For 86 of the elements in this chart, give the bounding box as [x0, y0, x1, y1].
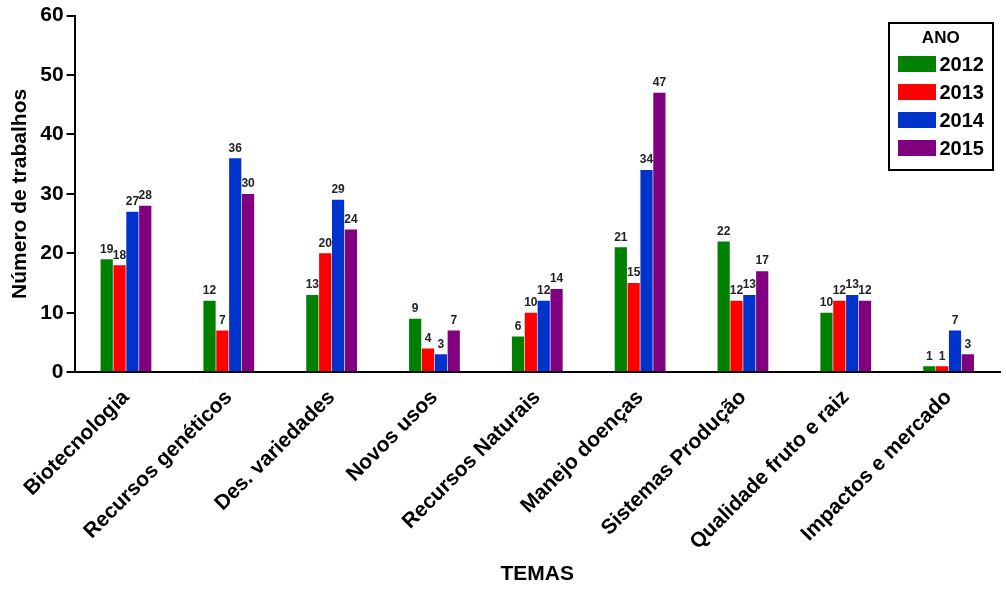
x-axis-title: TEMAS — [500, 561, 575, 585]
bar — [434, 354, 447, 372]
data-label: 10 — [524, 295, 538, 310]
bar — [203, 300, 216, 372]
data-label: 12 — [729, 283, 744, 298]
data-label: 22 — [716, 223, 731, 238]
bar — [344, 229, 358, 372]
bar — [216, 330, 229, 372]
bar — [100, 259, 113, 372]
data-label: 6 — [514, 318, 522, 333]
bar — [936, 366, 949, 372]
data-label: 9 — [411, 300, 419, 315]
data-label: 12 — [832, 283, 847, 298]
bar — [846, 294, 859, 372]
bar — [961, 354, 974, 372]
bar — [614, 247, 627, 372]
data-label: 21 — [614, 229, 628, 244]
bar — [948, 330, 962, 372]
bar — [717, 241, 730, 372]
data-label: 3 — [964, 336, 972, 351]
bar — [550, 288, 563, 372]
data-label: 14 — [549, 271, 564, 286]
data-label: 13 — [845, 277, 860, 292]
bar — [229, 158, 242, 372]
bar — [820, 312, 833, 372]
bar — [421, 348, 435, 372]
legend-label: 2015 — [939, 136, 984, 160]
bar — [306, 294, 319, 372]
bar — [511, 336, 525, 372]
bar — [923, 366, 936, 372]
data-label: 7 — [219, 312, 227, 327]
y-tick-label: 30 — [40, 180, 64, 204]
bar — [653, 92, 666, 372]
data-label: 12 — [858, 283, 873, 298]
y-tick-label: 10 — [40, 299, 64, 323]
data-label: 36 — [228, 140, 243, 155]
bar — [113, 265, 126, 372]
bar — [756, 271, 769, 372]
y-tick-label: 0 — [51, 358, 64, 382]
data-label: 17 — [755, 253, 770, 268]
bar — [537, 300, 550, 372]
bar — [447, 330, 460, 372]
data-label: 7 — [951, 312, 959, 327]
data-label: 28 — [138, 188, 153, 203]
legend-title: ANO — [920, 27, 961, 48]
bar — [743, 294, 756, 372]
bar — [319, 253, 332, 372]
data-label: 27 — [125, 194, 140, 209]
y-tick-label: 60 — [40, 2, 64, 26]
data-label: 13 — [305, 277, 320, 292]
data-label: 19 — [100, 241, 114, 256]
data-label: 1 — [938, 348, 946, 363]
data-label: 13 — [742, 277, 757, 292]
data-label: 30 — [241, 176, 256, 191]
data-label: 47 — [652, 75, 667, 90]
data-label: 24 — [344, 211, 358, 226]
data-label: 34 — [639, 152, 654, 167]
data-label: 10 — [819, 295, 834, 310]
legend-label: 2014 — [939, 108, 984, 132]
data-label: 1 — [925, 348, 933, 363]
y-axis-title: Número de trabalhos — [7, 88, 31, 299]
data-label: 3 — [437, 336, 445, 351]
bar — [139, 205, 152, 372]
y-tick-label: 40 — [40, 121, 64, 145]
bar — [858, 300, 872, 372]
data-label: 7 — [450, 312, 458, 327]
y-tick-label: 50 — [40, 61, 64, 85]
data-label: 15 — [627, 265, 641, 280]
legend-label: 2013 — [939, 80, 984, 104]
bar — [331, 199, 345, 372]
data-label: 20 — [318, 235, 333, 250]
bar — [627, 283, 640, 372]
data-label: 18 — [112, 247, 127, 262]
legend-label: 2012 — [939, 52, 984, 76]
bar — [730, 300, 743, 372]
bar — [126, 211, 139, 372]
bar — [640, 170, 653, 372]
bar — [241, 193, 255, 372]
bar — [524, 312, 537, 372]
y-tick-label: 20 — [40, 240, 64, 264]
bar — [833, 300, 846, 372]
data-label: 29 — [331, 182, 346, 197]
data-label: 12 — [202, 283, 217, 298]
data-label: 12 — [537, 283, 551, 298]
bar — [409, 318, 422, 372]
data-label: 4 — [424, 330, 432, 345]
